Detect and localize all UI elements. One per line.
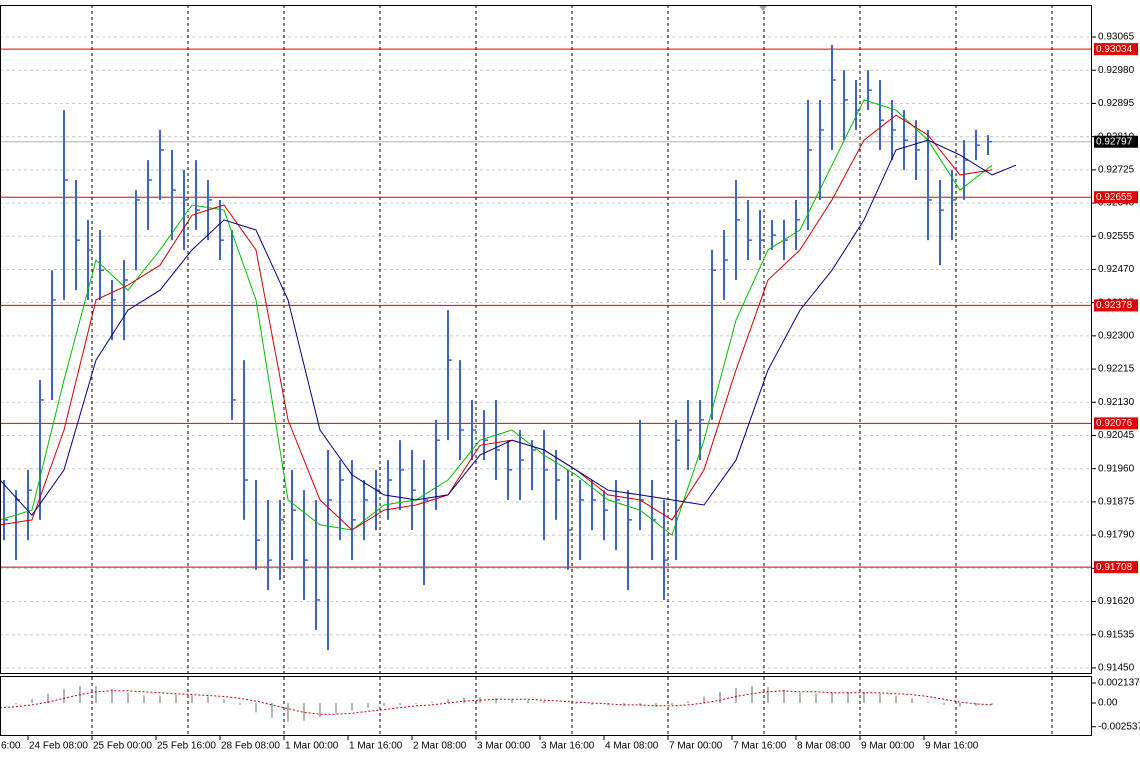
x-tick-label: 8 Mar 08:00 bbox=[797, 741, 851, 752]
shift-marker bbox=[759, 6, 767, 11]
y-tick-label: 0.91790 bbox=[1098, 530, 1135, 541]
x-tick-label: 24 Feb 08:00 bbox=[29, 741, 88, 752]
level-label: 0.91708 bbox=[1096, 562, 1133, 573]
x-tick-label: 1 Mar 00:00 bbox=[285, 741, 339, 752]
x-tick-label: 9 Mar 00:00 bbox=[861, 741, 915, 752]
signal-line bbox=[0, 690, 993, 715]
y-tick-label: 0.91535 bbox=[1098, 629, 1135, 640]
x-tick-label: 6:00 bbox=[1, 741, 21, 752]
y-tick-label: 0.92725 bbox=[1098, 164, 1135, 175]
level-label: 0.93034 bbox=[1096, 44, 1133, 55]
y-tick-label: 0.92045 bbox=[1098, 430, 1135, 441]
level-tag bbox=[1094, 561, 1138, 574]
level-tag bbox=[1094, 417, 1138, 430]
moving-average bbox=[0, 114, 993, 531]
y-tick-label: -0.002537 bbox=[1098, 721, 1140, 732]
x-tick-label: 7 Mar 16:00 bbox=[733, 741, 787, 752]
y-tick-label: 0.93065 bbox=[1098, 32, 1135, 43]
level-label: 0.92378 bbox=[1096, 300, 1133, 311]
bid-label: 0.92797 bbox=[1096, 136, 1133, 147]
x-tick-label: 25 Feb 00:00 bbox=[93, 741, 152, 752]
bid-tag bbox=[1094, 135, 1138, 148]
y-tick-label: 0.92130 bbox=[1098, 397, 1135, 408]
y-tick-label: 0.92470 bbox=[1098, 264, 1135, 275]
level-label: 0.92076 bbox=[1096, 418, 1133, 429]
level-tag bbox=[1094, 191, 1138, 204]
y-tick-label: 0.92300 bbox=[1098, 331, 1135, 342]
x-tick-label: 4 Mar 08:00 bbox=[605, 741, 659, 752]
oscillator-panel bbox=[0, 677, 1053, 735]
oscillator-frame bbox=[0, 676, 1092, 736]
level-tag bbox=[1094, 43, 1138, 56]
level-tag bbox=[1094, 299, 1138, 312]
moving-average bbox=[0, 139, 1017, 516]
y-tick-label: 0.92640 bbox=[1098, 198, 1135, 209]
price-frame bbox=[0, 5, 1092, 674]
y-tick-label: 0.92980 bbox=[1098, 65, 1135, 76]
x-tick-label: 3 Mar 16:00 bbox=[541, 741, 595, 752]
axes: 0.930650.929800.928950.928100.927250.926… bbox=[1, 32, 1140, 752]
y-tick-label: 0.91875 bbox=[1098, 497, 1135, 508]
x-tick-label: 9 Mar 16:00 bbox=[925, 741, 979, 752]
level-label: 0.92655 bbox=[1096, 192, 1133, 203]
y-tick-label: 0.92555 bbox=[1098, 231, 1135, 242]
x-tick-label: 28 Feb 08:00 bbox=[221, 741, 280, 752]
x-tick-label: 2 Mar 08:00 bbox=[413, 741, 467, 752]
x-tick-label: 3 Mar 00:00 bbox=[477, 741, 531, 752]
x-tick-label: 7 Mar 00:00 bbox=[669, 741, 723, 752]
y-tick-label: 0.91450 bbox=[1098, 663, 1135, 674]
y-tick-label: 0.92215 bbox=[1098, 364, 1135, 375]
price-panel bbox=[0, 5, 1092, 673]
x-tick-label: 25 Feb 16:00 bbox=[157, 741, 216, 752]
y-tick-label: 0.91960 bbox=[1098, 463, 1135, 474]
y-tick-label: 0.002137 bbox=[1098, 678, 1140, 689]
x-tick-label: 1 Mar 16:00 bbox=[349, 741, 403, 752]
y-tick-label: 0.00 bbox=[1098, 698, 1118, 709]
y-tick-label: 0.92895 bbox=[1098, 98, 1135, 109]
moving-average bbox=[0, 99, 993, 536]
y-tick-label: 0.91620 bbox=[1098, 596, 1135, 607]
